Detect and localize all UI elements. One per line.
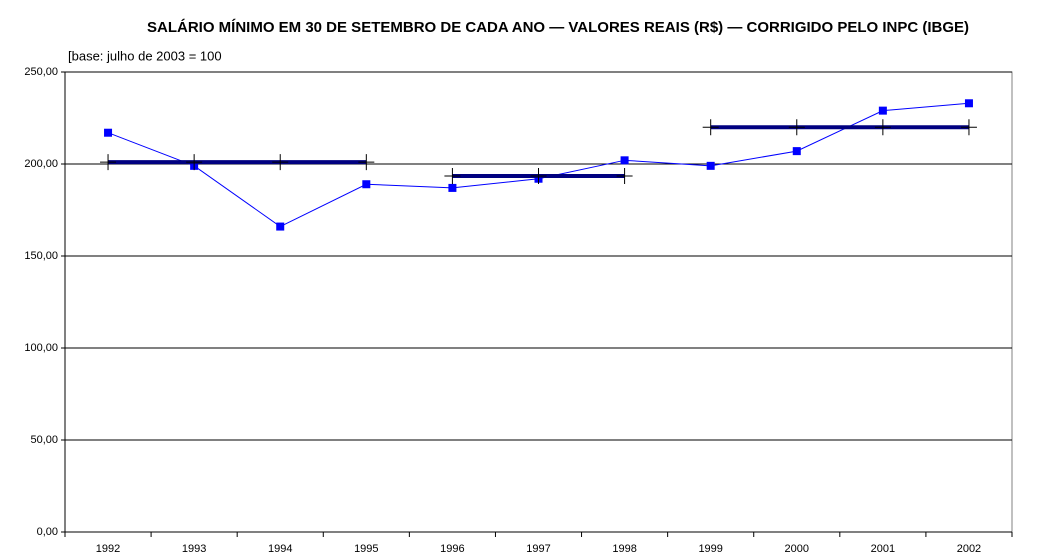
point-marker: [448, 183, 457, 192]
y-tick-label: 50,00: [30, 434, 58, 446]
point-marker: [186, 154, 203, 171]
x-tick-label: 1997: [526, 543, 550, 555]
x-tick-label: 1998: [612, 543, 636, 555]
x-tick-label: 2002: [957, 543, 981, 555]
x-tick-label: 1994: [268, 543, 292, 555]
point-marker: [878, 106, 887, 115]
point-marker: [964, 99, 973, 108]
point-marker: [792, 147, 801, 156]
point-marker: [706, 161, 715, 170]
point-marker: [362, 180, 371, 189]
y-tick-label: 0,00: [37, 526, 58, 538]
chart-subtitle: [base: julho de 2003 = 100: [68, 48, 222, 63]
x-tick-label: 1999: [698, 543, 722, 555]
y-tick-label: 200,00: [24, 158, 58, 170]
point-marker: [616, 167, 633, 184]
point-marker: [530, 167, 547, 184]
point-marker: [444, 167, 461, 184]
y-tick-label: 250,00: [24, 66, 58, 78]
x-tick-label: 1993: [182, 543, 206, 555]
x-tick-label: 1996: [440, 543, 464, 555]
point-marker: [358, 154, 375, 171]
x-tick-label: 2001: [871, 543, 895, 555]
point-marker: [276, 222, 285, 231]
chart-title: SALÁRIO MÍNIMO EM 30 DE SETEMBRO DE CADA…: [147, 19, 969, 36]
plot-area: [64, 71, 1013, 533]
point-marker: [100, 154, 117, 171]
point-marker: [272, 154, 289, 171]
y-tick-label: 150,00: [24, 250, 58, 262]
point-marker: [874, 119, 891, 136]
series-line: [107, 102, 969, 228]
y-tick-label: 100,00: [24, 342, 58, 354]
point-marker: [620, 156, 629, 165]
x-tick-label: 2000: [785, 543, 809, 555]
point-marker: [702, 119, 719, 136]
point-marker: [104, 128, 113, 137]
x-tick-label: 1992: [96, 543, 120, 555]
point-marker: [960, 119, 977, 136]
point-marker: [788, 119, 805, 136]
x-tick-label: 1995: [354, 543, 378, 555]
